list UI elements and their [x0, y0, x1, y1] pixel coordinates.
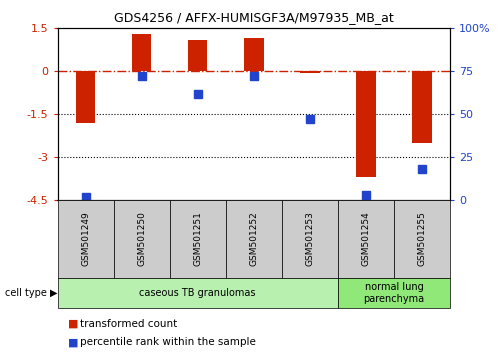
Bar — [356, 71, 376, 177]
Text: cell type ▶: cell type ▶ — [5, 288, 58, 298]
Text: GSM501252: GSM501252 — [249, 212, 258, 266]
Text: GSM501250: GSM501250 — [137, 211, 146, 267]
Text: normal lung
parenchyma: normal lung parenchyma — [364, 282, 424, 304]
Text: GSM501253: GSM501253 — [306, 211, 314, 267]
Bar — [300, 71, 320, 73]
Text: ■: ■ — [68, 337, 78, 348]
Text: GSM501249: GSM501249 — [81, 212, 90, 266]
Text: GSM501251: GSM501251 — [193, 211, 202, 267]
Title: GDS4256 / AFFX-HUMISGF3A/M97935_MB_at: GDS4256 / AFFX-HUMISGF3A/M97935_MB_at — [114, 11, 394, 24]
Bar — [188, 40, 208, 71]
Text: GSM501255: GSM501255 — [418, 211, 426, 267]
Text: transformed count: transformed count — [80, 319, 177, 329]
Bar — [132, 34, 152, 71]
Bar — [76, 71, 96, 123]
Bar — [244, 38, 264, 71]
Bar — [412, 71, 432, 143]
Text: ■: ■ — [68, 319, 78, 329]
Text: caseous TB granulomas: caseous TB granulomas — [140, 288, 256, 298]
Text: percentile rank within the sample: percentile rank within the sample — [80, 337, 256, 348]
Text: GSM501254: GSM501254 — [362, 212, 370, 266]
